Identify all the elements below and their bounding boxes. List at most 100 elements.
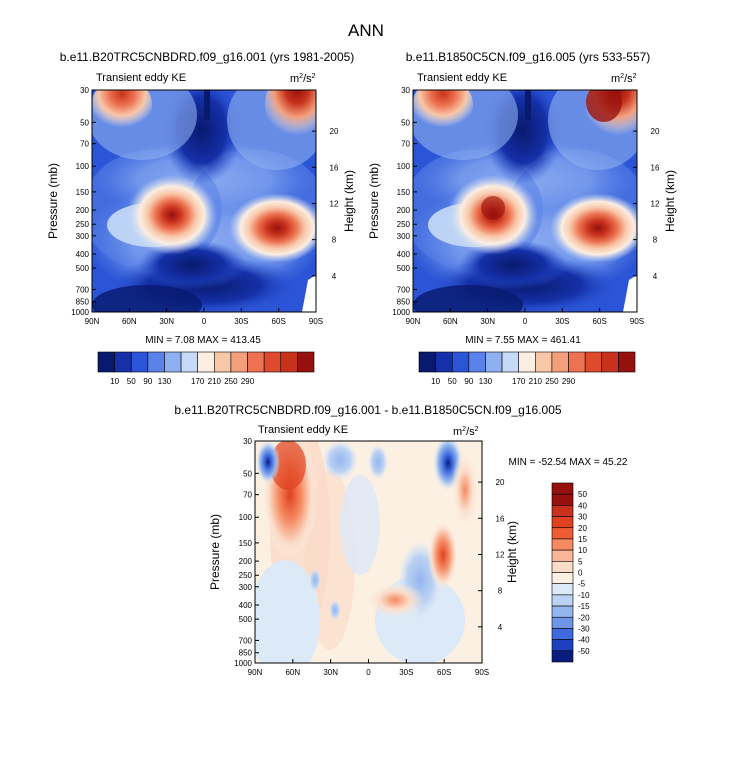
colorbar-label: 10 [578,546,587,555]
panel-3-xticks: 90N 60N 30N 0 30S 60S 90S [248,659,489,677]
colorbar-box [485,351,503,373]
colorbar-box [551,616,574,629]
colorbar-box [618,351,636,373]
x-tick-label: 0 [523,317,528,326]
colorbar-label: 130 [158,377,172,386]
colorbar-box [551,505,574,517]
y-tick-label: 200 [239,557,253,566]
colorbar-label: 210 [208,377,222,386]
colorbar-box [97,351,115,373]
y-tick-label: 1000 [392,308,410,317]
x-tick-label: 60S [272,317,286,326]
y-tick-label: 700 [76,285,90,294]
y-tick-label: 150 [397,188,411,197]
panel-3-contour-field [255,441,482,663]
colorbar-box [214,351,232,373]
panel-2-y2ticks: 20 16 12 8 4 [633,127,660,281]
panel-1-ylabel: Pressure (mb) [46,163,60,239]
panel-1-units-sup2: 2 [312,73,316,80]
colorbar-label: -50 [578,647,590,656]
x-tick-label: 90S [630,317,644,326]
y-tick-label: 300 [239,583,253,592]
y-tick-label: 150 [239,539,253,548]
colorbar-label: 40 [578,501,587,510]
panel-2-xticks: 90N 60N 30N 0 30S 60S 90S [406,308,644,326]
panel-1-units-sep: /s [303,73,312,85]
y-tick-label: 300 [397,232,411,241]
panel-1-contour-field [92,90,316,312]
x-tick-label: 30N [480,317,495,326]
x-tick-label: 90S [309,317,323,326]
y2-tick-label: 4 [653,272,658,281]
panel-3-ylabel: Pressure (mb) [208,514,222,590]
colorbar-box [518,351,536,373]
colorbar-box [114,351,132,373]
y-tick-label: 500 [397,264,411,273]
panel-1-xticks: 90N 60N 30N 0 30S 60S 90S [85,308,323,326]
panel-2-units: m2/s2 [611,73,637,85]
panel-3-left-title: Transient eddy KE [258,424,348,436]
colorbar-box [551,561,574,573]
y-tick-label: 200 [397,206,411,215]
panel-2-units-sep: /s [624,73,633,85]
colorbar-label: 130 [479,377,493,386]
y2-tick-label: 8 [498,587,503,596]
colorbar-box [435,351,453,373]
colorbar-label: 50 [448,377,457,386]
colorbar-box [230,351,248,373]
y-tick-label: 100 [397,162,411,171]
figure-title: ANN [348,21,384,40]
panel-1-y2ticks: 20 16 12 8 4 [312,127,339,281]
colorbar-box [551,516,574,529]
y2-tick-label: 20 [651,127,660,136]
colorbar-box [130,351,149,373]
y2-tick-label: 8 [653,236,658,245]
colorbar-label: 250 [545,377,559,386]
y-tick-label: 400 [397,250,411,259]
colorbar-box [164,351,182,373]
colorbar-label: 90 [143,377,152,386]
colorbar-label: 50 [127,377,136,386]
x-tick-label: 30S [555,317,569,326]
colorbar-label: 170 [512,377,526,386]
panel-1: b.e11.B20TRC5CNBDRD.f09_g16.001 (yrs 198… [46,50,356,386]
x-tick-label: 30S [399,668,413,677]
y2-tick-label: 16 [651,163,660,172]
x-tick-label: 60N [285,668,300,677]
y2-tick-label: 16 [330,163,339,172]
x-tick-label: 0 [202,317,207,326]
panel-3-units-sep: /s [466,426,475,438]
x-tick-label: 90N [406,317,421,326]
y-tick-label: 850 [76,298,90,307]
colorbar-label: 250 [224,377,238,386]
colorbar-box [180,351,198,373]
colorbar-label: 0 [578,569,583,578]
colorbar-box [197,351,215,373]
panel-2-stats: MIN = 7.55 MAX = 461.41 [465,335,581,346]
colorbar-box [418,351,436,373]
colorbar-box [551,583,574,596]
panel-1-units-sup1: 2 [299,73,303,80]
panel-2-units-base: m [611,73,620,85]
panel-3-y2ticks: 20 16 12 8 4 [478,478,505,632]
x-tick-label: 60S [593,317,607,326]
colorbar-box [551,650,574,663]
x-tick-label: 30S [234,317,248,326]
y2-tick-label: 16 [496,514,505,523]
panel-1-title: b.e11.B20TRC5CNBDRD.f09_g16.001 (yrs 198… [60,50,355,64]
panel-1-y2label: Height (km) [342,170,356,232]
colorbar-box [551,628,574,640]
colorbar-label: -5 [578,580,586,589]
y2-tick-label: 12 [651,199,660,208]
panel-2-title: b.e11.B1850C5CN.f09_g16.005 (yrs 533-557… [406,50,651,64]
colorbar-box [551,572,574,584]
colorbar-box [551,493,574,506]
y-tick-label: 700 [397,285,411,294]
y-tick-label: 1000 [234,659,252,668]
x-tick-label: 60S [437,668,451,677]
colorbar-box [568,351,586,373]
colorbar-label: -10 [578,591,590,600]
